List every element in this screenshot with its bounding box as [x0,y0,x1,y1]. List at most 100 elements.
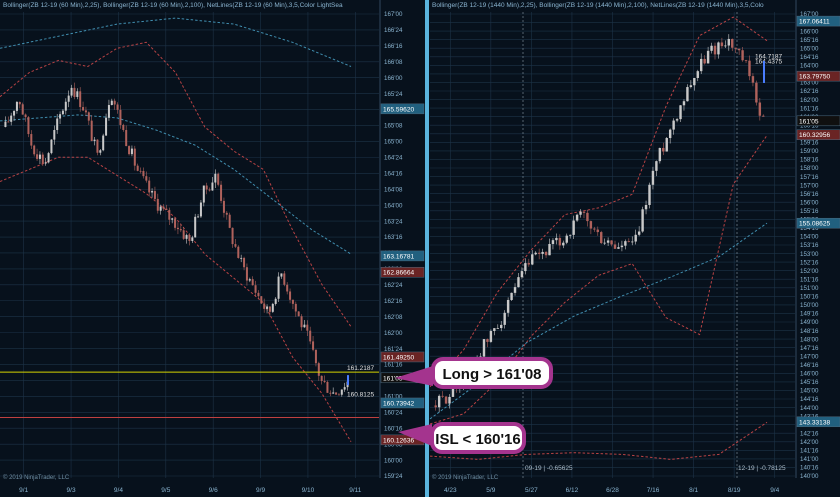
long-callout-label: Long > 161'08 [442,366,541,383]
left-price-annotation: 160.8125 [347,392,374,399]
right-y-tick-label: 166'00 [800,28,819,35]
right-y-tick-label: 165'16 [800,37,819,44]
left-candle-body [33,145,36,155]
right-y-tick-label: 164'16 [800,54,819,61]
left-candle-body [329,392,332,394]
left-candle-body [222,200,225,213]
right-candle-body [658,147,662,162]
left-price-tag-label: 163.16781 [383,253,415,260]
long-entry-callout[interactable]: Long > 161'08 [395,357,553,389]
right-candle-body [631,241,634,243]
right-candle-body [586,212,589,222]
right-candle-body [441,395,444,397]
left-candle-body [245,267,248,281]
left-candle-body [148,180,151,193]
left-candle-body [194,216,197,238]
right-candle-body [513,287,517,293]
left-candle-body [73,87,76,97]
left-time-axis[interactable]: 9/1 9/3 9/4 9/5 9/6 9/9 9/10 9/11 [19,487,362,494]
right-candle-body [731,38,734,48]
left-candle-body [82,107,85,111]
left-candle-body [70,87,73,96]
right-candle-body [758,102,762,116]
footer-note-1219: 12-19 | -0.78125 [738,465,786,472]
right-candle-body [531,254,534,265]
right-x-tick-label: 8/1 [689,487,698,494]
left-candle-body [168,209,171,220]
right-y-tick-label: 140'00 [800,473,819,480]
left-candle-body [107,105,110,118]
left-y-tick-label: 165'24 [384,91,403,98]
left-candle-body [38,154,41,159]
right-candle-body [751,76,755,83]
left-candle-body [7,121,10,123]
right-x-tick-label: 7/16 [647,487,660,494]
left-price-tag-box [380,250,425,262]
right-candle-body [665,138,668,152]
right-candle-body [672,120,675,130]
left-price-tag-label: 160.73942 [383,400,415,407]
right-y-tick-label: 144'16 [800,396,819,403]
right-candle-body [500,324,503,329]
right-candle-body [637,231,641,235]
left-candle-body [99,150,102,153]
right-candle-body [579,211,582,215]
right-candle-body [700,58,703,72]
right-candle-body [437,395,441,408]
right-bollinger-25-upper-line [429,16,768,388]
left-candle-body [294,303,297,312]
left-candle-body [84,110,87,113]
left-candle-body [300,316,303,328]
panel-divider[interactable] [425,0,429,497]
right-candle-body [641,209,644,232]
right-candle-body [517,277,520,288]
right-y-tick-label: 164'00 [800,63,819,70]
right-candle-body [582,211,586,213]
right-bollinger-100-lower-line [429,421,768,460]
left-candle-body [36,154,39,159]
right-candle-body [541,251,544,254]
left-candle-body [237,246,240,258]
isl-callout[interactable]: ISL < 160'16 [398,422,526,454]
left-candle-body [280,273,283,277]
left-candle-body [314,349,317,364]
left-candle-body [24,114,27,118]
isl-callout-box [430,422,526,454]
left-candle-body [343,387,346,390]
left-y-tick-label: 164'08 [384,186,403,193]
left-x-tick-label: 9/4 [114,487,123,494]
right-y-tick-label: 151'00 [800,285,819,292]
left-bollinger-bands [0,17,352,442]
left-candle-body [266,306,269,309]
right-y-tick-label: 150'16 [800,294,819,301]
left-chart-panel[interactable]: 161.2187 160.8125 167'00 166'24 166'16 166'0… [0,0,425,494]
right-time-axis[interactable]: 4/23 5/9 5/27 6/12 6/28 7/16 8/1 8/19 9/4 [444,487,780,494]
left-candle-body [225,212,228,215]
left-candle-body [10,115,13,122]
right-price-tag-box [796,15,840,27]
left-candle-body [119,109,122,125]
left-y-tick-label: 166'24 [384,27,403,34]
right-x-tick-label: 6/12 [566,487,579,494]
right-y-tick-label: 145'00 [800,388,819,395]
left-candle-body [153,191,156,199]
left-candle-body [47,153,50,163]
left-candle-body [165,208,168,210]
left-candle-body [248,279,251,281]
right-candle-body [537,252,541,254]
left-y-tick-label: 166'16 [384,43,403,50]
right-candle-body [644,204,648,210]
left-y-tick-label: 165'00 [384,139,403,146]
right-candle-body [575,214,579,221]
left-y-tick-label: 161'16 [384,362,403,369]
right-y-tick-label: 163'00 [800,80,819,87]
left-candle-body [128,146,131,155]
right-y-tick-label: 145'16 [800,379,819,386]
right-y-tick-label: 159'16 [800,140,819,147]
right-y-tick-label: 144'00 [800,405,819,412]
right-candle-body [506,299,510,313]
right-candle-body [651,170,655,185]
right-candle-body [706,50,710,64]
